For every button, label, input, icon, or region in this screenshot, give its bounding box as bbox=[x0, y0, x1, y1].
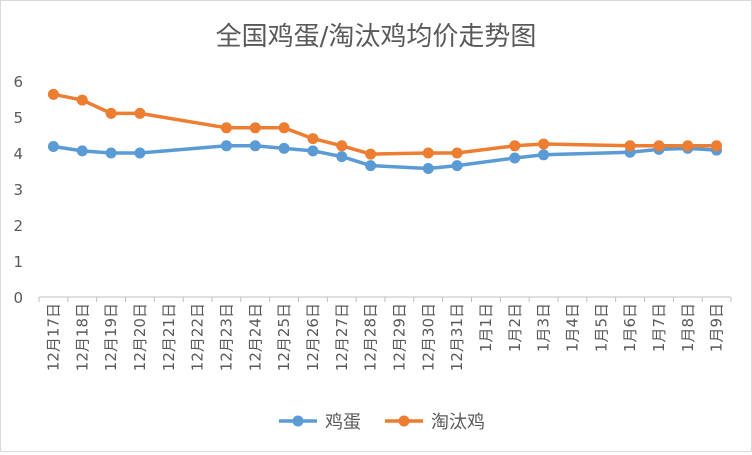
data-point bbox=[538, 149, 550, 161]
series-layer bbox=[47, 88, 723, 174]
data-point bbox=[105, 107, 117, 119]
data-point bbox=[451, 160, 463, 172]
x-tick-label: 1月3日 bbox=[535, 303, 553, 352]
x-tick-label: 1月8日 bbox=[679, 303, 697, 352]
x-tick-label: 12月21日 bbox=[160, 303, 178, 371]
data-point bbox=[365, 148, 377, 160]
chart-title: 全国鸡蛋/淘汰鸡均价走势图 bbox=[216, 22, 537, 52]
x-tick-label: 12月25日 bbox=[275, 303, 293, 371]
data-point bbox=[336, 140, 348, 152]
data-point bbox=[307, 133, 319, 145]
x-tick-label: 1月7日 bbox=[650, 303, 668, 352]
legend-swatch-marker bbox=[398, 415, 410, 427]
x-tick-label: 12月28日 bbox=[362, 303, 380, 371]
x-tick-label: 12月23日 bbox=[217, 303, 235, 371]
x-tick-label: 1月1日 bbox=[477, 303, 495, 352]
x-tick-label: 1月6日 bbox=[621, 303, 639, 352]
data-point bbox=[47, 88, 59, 100]
legend-label: 鸡蛋 bbox=[325, 412, 361, 433]
data-point bbox=[711, 140, 723, 152]
data-point bbox=[134, 147, 146, 159]
x-tick-label: 1月9日 bbox=[708, 303, 726, 352]
data-point bbox=[134, 107, 146, 119]
data-point bbox=[249, 122, 261, 134]
legend-item: 淘汰鸡 bbox=[385, 412, 485, 433]
legend-swatch-marker bbox=[292, 415, 304, 427]
y-tick-label: 4 bbox=[13, 145, 23, 163]
x-tick-label: 12月29日 bbox=[390, 303, 408, 371]
data-point bbox=[682, 140, 694, 152]
y-tick-label: 6 bbox=[13, 73, 23, 91]
x-axis: 12月17日 12月18日 12月19日 12月20日 12月21日 12月22日 12月2… bbox=[38, 296, 732, 371]
data-point bbox=[307, 145, 319, 157]
data-point bbox=[653, 140, 665, 152]
data-point bbox=[624, 140, 636, 152]
data-point bbox=[249, 140, 261, 152]
data-point bbox=[336, 151, 348, 163]
data-point bbox=[451, 147, 463, 159]
data-point bbox=[422, 162, 434, 174]
data-point bbox=[220, 140, 232, 152]
y-tick-label: 1 bbox=[13, 253, 23, 271]
x-tick-label: 1月2日 bbox=[506, 303, 524, 352]
x-tick-label: 1月5日 bbox=[592, 303, 610, 352]
y-tick-label: 0 bbox=[13, 289, 23, 307]
data-point bbox=[509, 140, 521, 152]
x-tick-label: 12月24日 bbox=[246, 303, 264, 371]
legend-item: 鸡蛋 bbox=[279, 412, 361, 433]
data-point bbox=[76, 145, 88, 157]
data-point bbox=[220, 122, 232, 134]
data-point bbox=[278, 122, 290, 134]
x-tick-label: 1月4日 bbox=[563, 303, 581, 352]
x-tick-label: 12月27日 bbox=[333, 303, 351, 371]
x-tick-label: 12月19日 bbox=[102, 303, 120, 371]
y-axis: 0 1 2 3 4 5 6 bbox=[13, 73, 23, 307]
x-tick-label: 12月22日 bbox=[189, 303, 207, 371]
x-tick-label: 12月30日 bbox=[419, 303, 437, 371]
data-point bbox=[278, 142, 290, 154]
legend: 鸡蛋 淘汰鸡 bbox=[279, 412, 485, 433]
x-tick-label: 12月26日 bbox=[304, 303, 322, 371]
series-line bbox=[53, 92, 717, 156]
x-tick-label: 12月31日 bbox=[448, 303, 466, 371]
series-1 bbox=[47, 140, 723, 174]
data-point bbox=[365, 160, 377, 172]
series-2 bbox=[47, 88, 723, 160]
y-tick-label: 3 bbox=[13, 181, 23, 199]
x-tick-label: 12月20日 bbox=[131, 303, 149, 371]
y-tick-label: 2 bbox=[13, 217, 23, 235]
data-point bbox=[105, 147, 117, 159]
data-point bbox=[76, 94, 88, 106]
data-point bbox=[509, 152, 521, 164]
legend-label: 淘汰鸡 bbox=[431, 412, 485, 433]
data-point bbox=[47, 141, 59, 153]
data-point bbox=[538, 138, 550, 150]
data-point bbox=[422, 147, 434, 159]
series-line bbox=[53, 144, 717, 171]
y-tick-label: 5 bbox=[13, 109, 23, 127]
x-tick-label: 12月18日 bbox=[73, 303, 91, 371]
x-tick-label: 12月17日 bbox=[44, 303, 62, 371]
